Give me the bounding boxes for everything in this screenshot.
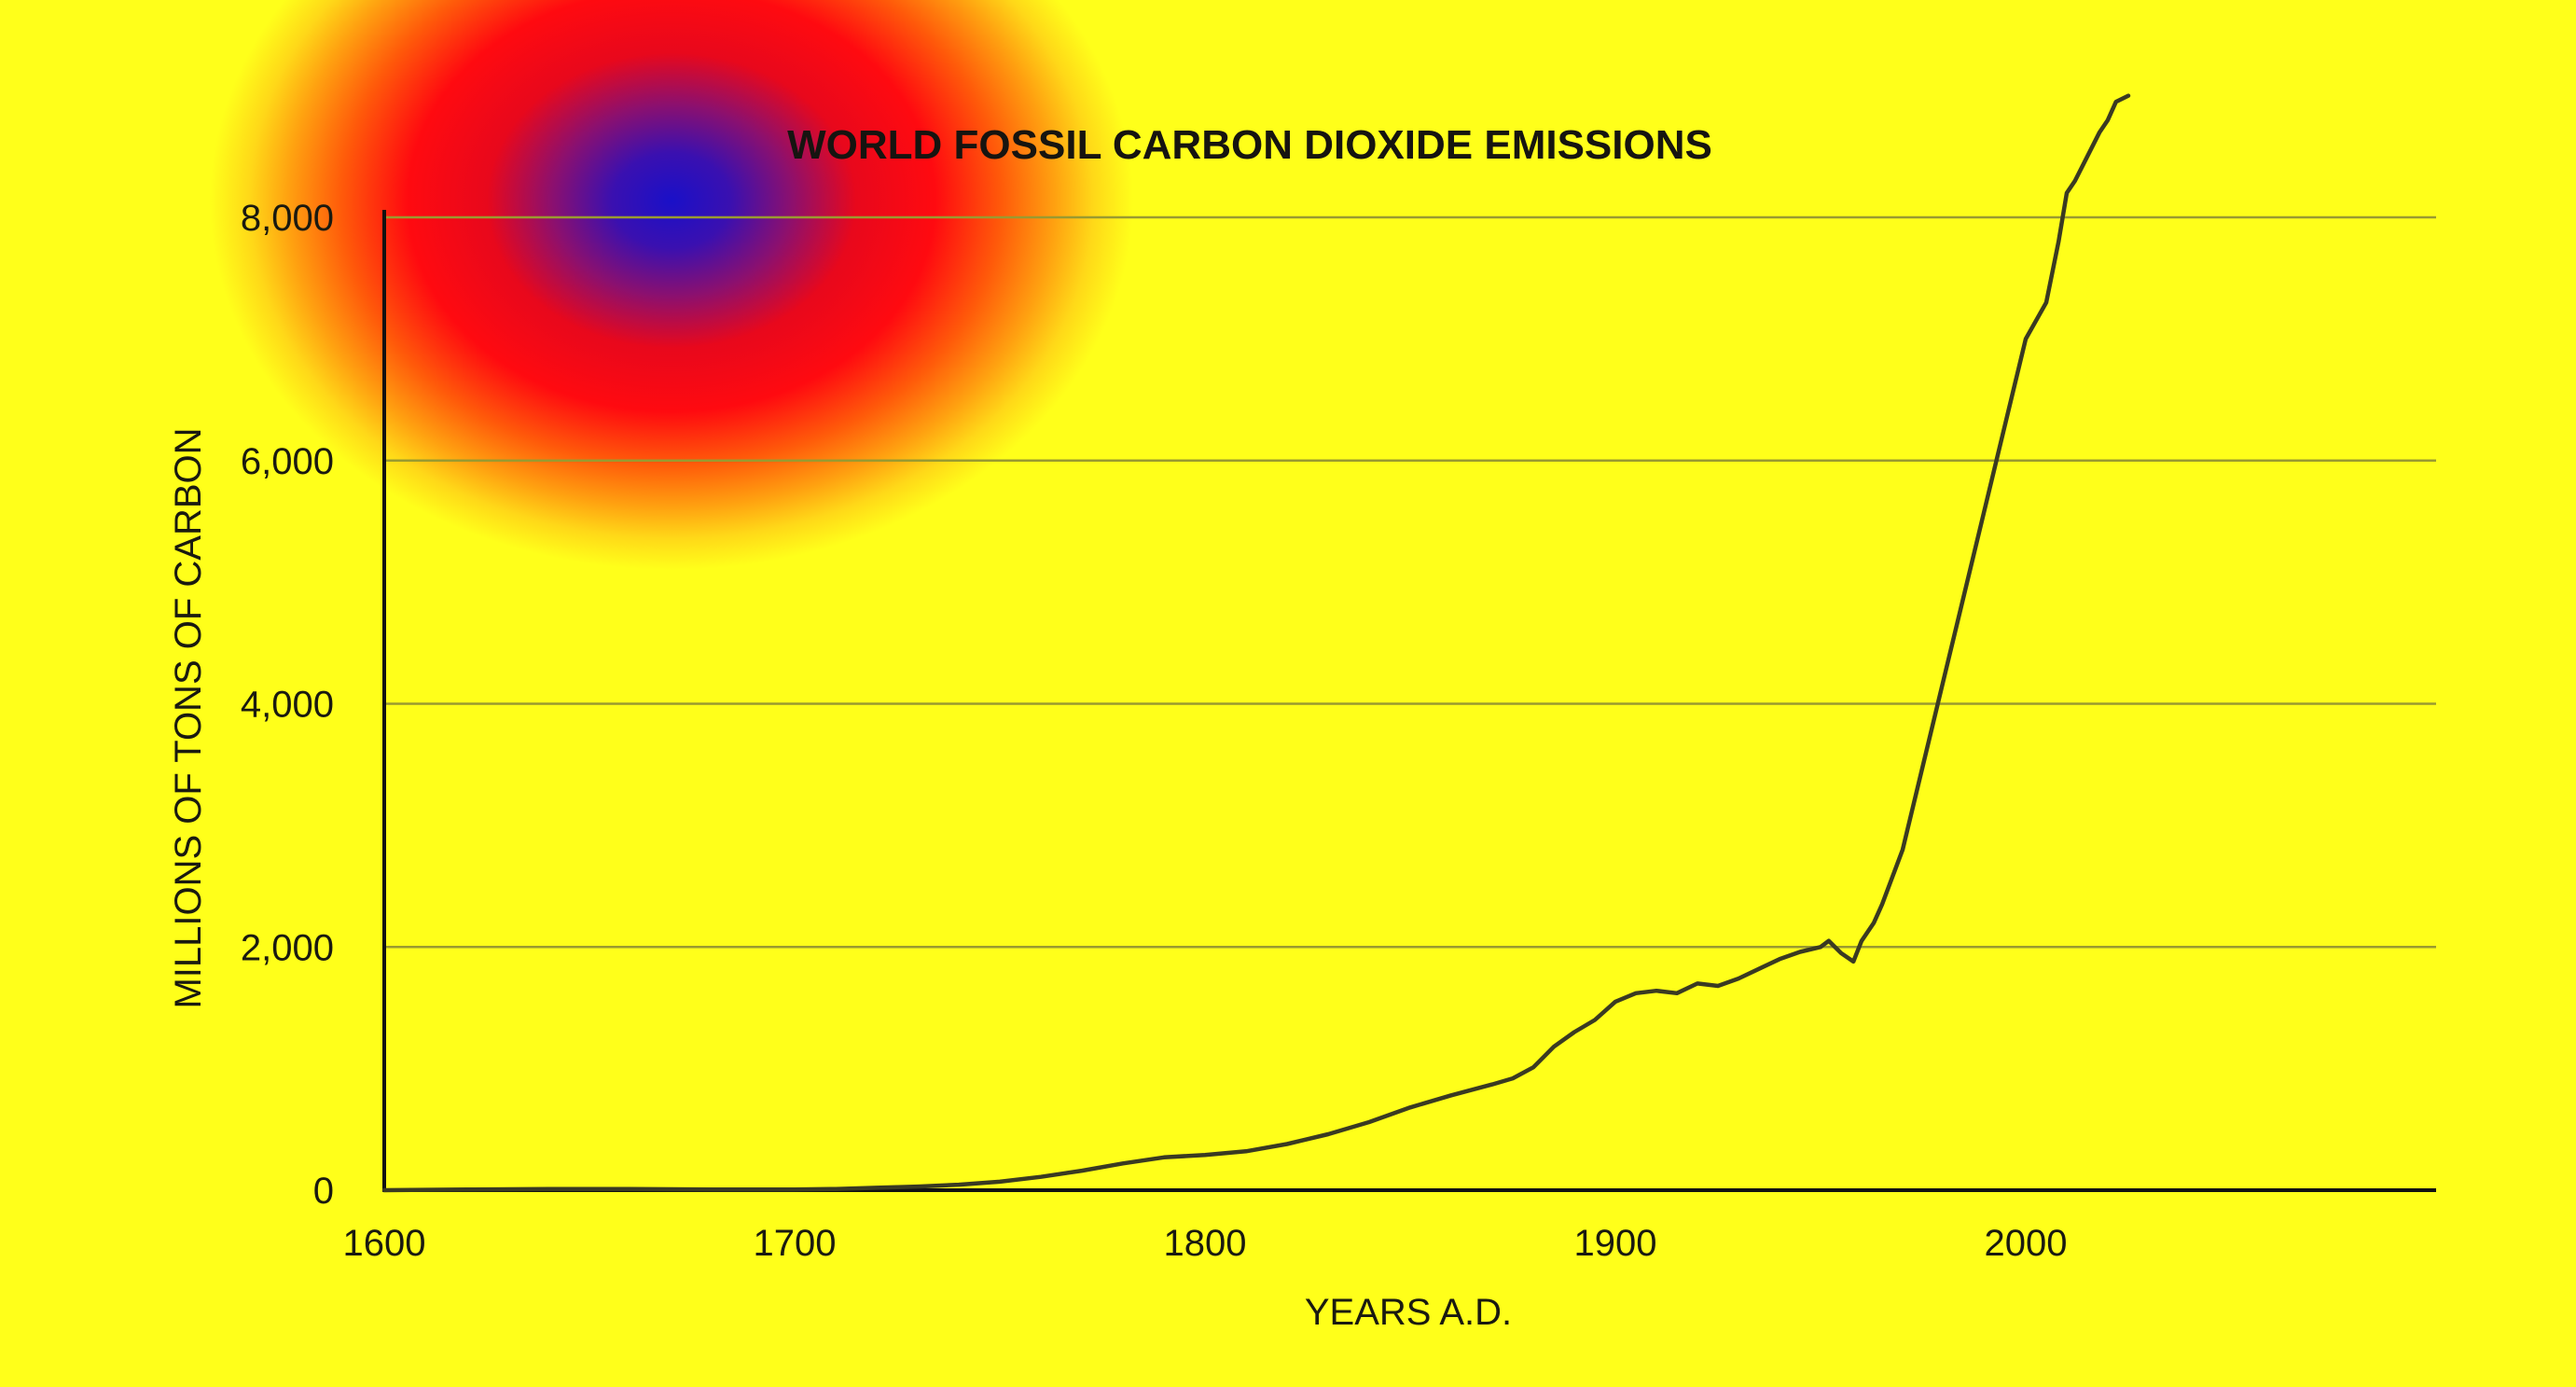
y-tick-labels: 0 2,000 4,000 6,000 8,000: [241, 198, 334, 1212]
x-axis-title: YEARS A.D.: [1305, 1292, 1512, 1333]
grid-lines: [384, 215, 2436, 949]
series-layer: [381, 93, 2131, 1193]
emissions-line: [381, 93, 2131, 1193]
y-tick-label: 6,000: [241, 441, 334, 482]
chart-title: WORLD FOSSIL CARBON DIOXIDE EMISSIONS: [787, 122, 1712, 168]
sun-gradient-decoration: [205, 0, 1138, 574]
y-tick-label: 8,000: [241, 198, 334, 239]
x-tick-label: 1900: [1574, 1223, 1657, 1264]
x-tick-label: 1600: [343, 1223, 426, 1264]
y-axis-title: MILLIONS OF TONS OF CARBON: [168, 427, 209, 1008]
x-tick-label: 1700: [754, 1223, 837, 1264]
axes: [382, 210, 2436, 1192]
x-tick-labels: 1600 1700 1800 1900 2000: [343, 1223, 2068, 1264]
x-tick-label: 1800: [1164, 1223, 1247, 1264]
y-tick-label: 2,000: [241, 927, 334, 968]
x-tick-label: 2000: [1985, 1223, 2068, 1264]
y-tick-label: 4,000: [241, 685, 334, 726]
y-tick-label: 0: [313, 1171, 334, 1212]
